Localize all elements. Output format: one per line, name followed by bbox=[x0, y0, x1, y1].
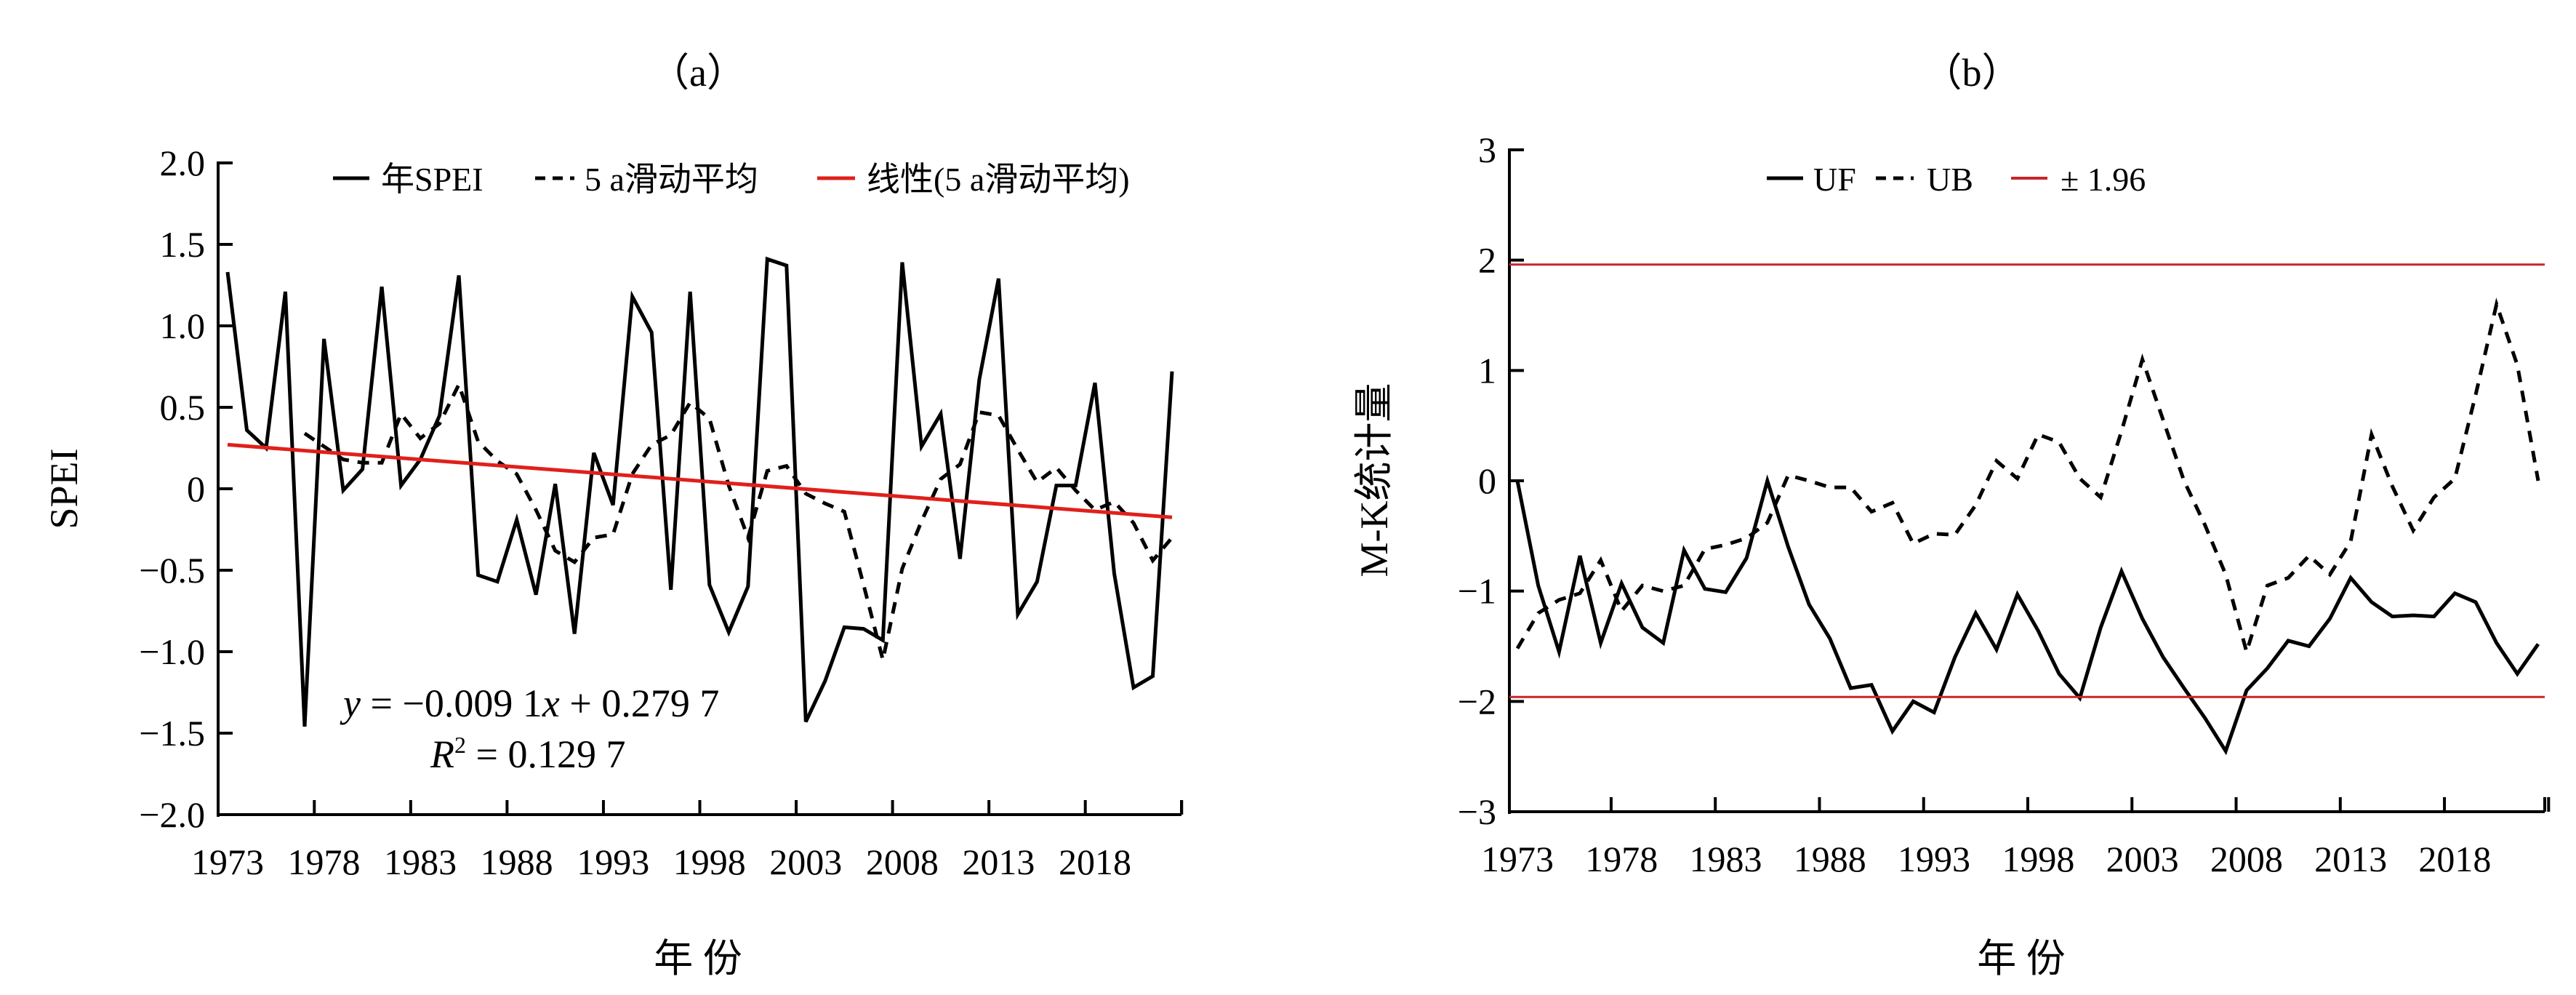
series-line-1 bbox=[1515, 297, 2540, 659]
x-tick-label: 2018 bbox=[2418, 839, 2491, 879]
y-tick-label: −3 bbox=[1458, 791, 1496, 832]
y-tick-label: 2 bbox=[1478, 240, 1496, 281]
y-tick-label: 1.0 bbox=[160, 305, 206, 346]
series-line-1 bbox=[303, 380, 1173, 660]
x-tick-label: 2003 bbox=[2106, 839, 2179, 879]
chart-a-legend: 年SPEI 5 a滑动平均 线性(5 a滑动平均) bbox=[333, 161, 1130, 198]
legend-label-annual-spei: 年SPEI bbox=[381, 161, 483, 198]
y-tick-label: −1.5 bbox=[139, 713, 205, 754]
x-tick-label: 1998 bbox=[2002, 839, 2074, 879]
y-tick-label: 2.0 bbox=[160, 143, 206, 183]
x-tick-label: 1988 bbox=[481, 842, 553, 882]
legend-label-threshold: ± 1.96 bbox=[2061, 161, 2146, 198]
chart-b-xlabel: 年 份 bbox=[1977, 937, 2066, 980]
chart-a-xlabel: 年 份 bbox=[654, 937, 742, 980]
chart-b-title: （b） bbox=[1923, 51, 2021, 95]
x-tick-label: 1973 bbox=[1481, 839, 1554, 879]
regression-equation: y = −0.009 1x + 0.279 7 bbox=[340, 682, 719, 725]
chart-b-legend: UF UB ± 1.96 bbox=[1767, 161, 2146, 198]
chart-b: （b） M-K统计量 年 份 UF UB ± 1.96 3 2 1 0 −1 −2 −3 19… bbox=[1352, 51, 2551, 980]
y-tick-label: 0 bbox=[1478, 460, 1496, 501]
y-tick-label: 0.5 bbox=[160, 387, 206, 428]
chart-a-title: （a） bbox=[650, 51, 746, 95]
chart-b-ylabel: M-K统计量 bbox=[1352, 383, 1396, 578]
x-tick-label: 2013 bbox=[962, 842, 1035, 882]
x-tick-label: 1978 bbox=[288, 842, 361, 882]
y-tick-label: 1 bbox=[1478, 350, 1496, 391]
x-tick-label: 1993 bbox=[577, 842, 649, 882]
chart-a: （a） SPEI 年 份 年SPEI 5 a滑动平均 线性(5 a滑动平均) y… bbox=[42, 51, 1184, 980]
series-line-0 bbox=[1515, 474, 2540, 756]
x-tick-label: 2008 bbox=[2210, 839, 2283, 879]
x-tick-label: 1998 bbox=[673, 842, 746, 882]
y-tick-label: −0.5 bbox=[139, 550, 205, 591]
legend-label-uf: UF bbox=[1813, 161, 1856, 198]
r-squared: R2 = 0.129 7 bbox=[430, 732, 625, 776]
y-tick-label: 1.5 bbox=[160, 224, 206, 265]
y-tick-label: −2 bbox=[1458, 681, 1496, 722]
legend-label-moving-average: 5 a滑动平均 bbox=[585, 161, 758, 198]
y-tick-label: 0 bbox=[187, 468, 205, 509]
y-tick-label: −2.0 bbox=[139, 794, 205, 835]
chart-a-ylabel: SPEI bbox=[42, 448, 86, 529]
x-tick-label: 1988 bbox=[1794, 839, 1866, 879]
x-tick-label: 2003 bbox=[769, 842, 842, 882]
legend-label-ub: UB bbox=[1927, 161, 1973, 198]
x-tick-label: 2018 bbox=[1059, 842, 1131, 882]
x-tick-label: 1978 bbox=[1585, 839, 1658, 879]
y-tick-label: −1.0 bbox=[139, 631, 205, 672]
y-tick-label: 3 bbox=[1478, 129, 1496, 170]
x-tick-label: 2013 bbox=[2314, 839, 2387, 879]
x-tick-label: 1993 bbox=[1898, 839, 1970, 879]
trend-line bbox=[227, 442, 1173, 519]
x-tick-label: 2008 bbox=[866, 842, 939, 882]
x-tick-label: 1983 bbox=[1690, 839, 1762, 879]
series-line-0 bbox=[225, 256, 1174, 727]
x-tick-label: 1983 bbox=[384, 842, 457, 882]
legend-label-linear: 线性(5 a滑动平均) bbox=[867, 161, 1130, 198]
y-tick-label: −1 bbox=[1458, 571, 1496, 612]
x-tick-label: 1973 bbox=[191, 842, 264, 882]
